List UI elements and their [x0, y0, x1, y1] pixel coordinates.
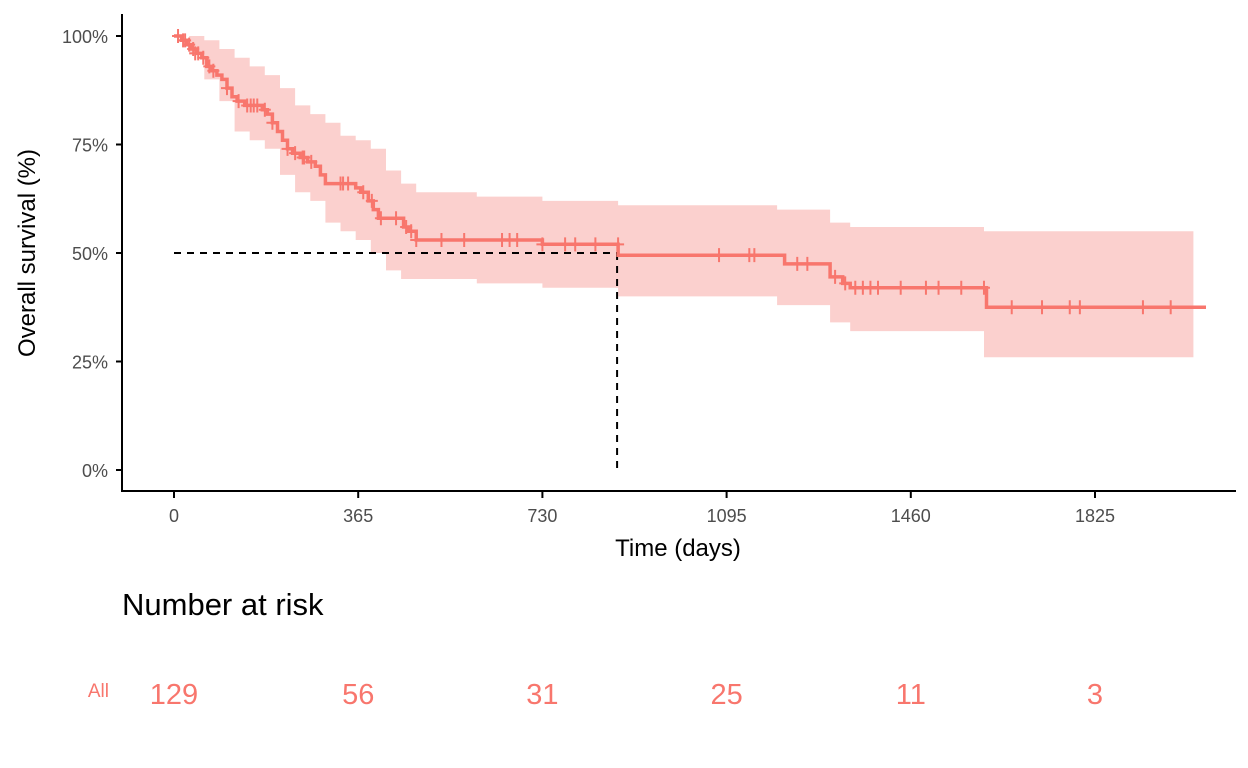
censor-mark — [298, 150, 311, 165]
confidence-band — [174, 36, 1194, 358]
y-tick-label: 75% — [72, 136, 108, 156]
censor-mark — [801, 256, 814, 271]
y-tick-label: 25% — [72, 353, 108, 373]
censor-mark — [612, 237, 625, 252]
censor-mark — [1063, 300, 1076, 315]
censor-mark — [955, 280, 968, 295]
censor-mark — [536, 237, 549, 252]
censor-mark — [791, 256, 804, 271]
censor-mark — [871, 280, 884, 295]
censor-mark — [977, 280, 990, 295]
censor-mark — [232, 94, 245, 109]
censor-mark — [305, 154, 318, 169]
median-survival-lines — [174, 252, 619, 470]
risk-table-title: Number at risk — [122, 587, 324, 622]
censor-mark — [932, 280, 945, 295]
censor-mark — [281, 141, 294, 156]
x-tick-label: 1825 — [1075, 506, 1115, 526]
censor-mark — [1005, 300, 1018, 315]
censor-mark — [220, 81, 233, 96]
censor-mark — [258, 102, 271, 117]
x-tick-label: 1460 — [891, 506, 931, 526]
censor-mark — [1036, 300, 1049, 315]
censor-mark — [405, 224, 418, 239]
censor-mark — [1164, 300, 1177, 315]
x-tick-label: 730 — [527, 506, 557, 526]
censor-mark — [839, 276, 852, 291]
censor-mark — [251, 98, 264, 113]
risk-count: 56 — [342, 679, 374, 711]
censor-mark — [569, 237, 582, 252]
censor-mark — [289, 146, 302, 161]
y-tick-label: 50% — [72, 244, 108, 264]
x-axis-title: Time (days) — [615, 535, 741, 562]
censor-mark — [458, 232, 471, 247]
censor-mark — [207, 63, 220, 78]
censor-mark — [410, 232, 423, 247]
risk-count: 11 — [896, 679, 926, 711]
censor-mark — [748, 248, 761, 263]
censor-mark — [342, 176, 355, 191]
censor-mark — [357, 185, 370, 200]
censor-mark — [894, 280, 907, 295]
x-tick-label: 1095 — [707, 506, 747, 526]
risk-table-counts: 129 56 31 25 11 3 — [150, 679, 1103, 711]
censor-mark — [374, 211, 387, 226]
y-axis-title: Overall survival (%) — [14, 149, 41, 357]
censor-mark — [197, 50, 210, 65]
x-tick-label: 0 — [169, 506, 179, 526]
censor-mark — [1073, 300, 1086, 315]
censor-mark — [390, 211, 403, 226]
risk-count: 129 — [150, 679, 198, 711]
x-ticks: 0 365 730 1095 1460 1825 — [169, 492, 1115, 526]
censor-mark — [919, 280, 932, 295]
y-tick-label: 100% — [62, 27, 108, 47]
censor-mark — [713, 248, 726, 263]
risk-count: 31 — [526, 679, 558, 711]
censor-mark — [1136, 300, 1149, 315]
risk-count: 3 — [1087, 679, 1103, 711]
censor-mark — [829, 269, 842, 284]
censor-mark — [365, 193, 378, 208]
risk-count: 25 — [710, 679, 742, 711]
risk-table-strata-label: All — [88, 681, 109, 702]
censor-mark — [266, 115, 279, 130]
y-tick-label: 0% — [82, 461, 108, 481]
confidence-band-area — [174, 36, 1194, 358]
x-tick-label: 365 — [343, 506, 373, 526]
censor-mark — [589, 237, 602, 252]
censor-marks — [172, 29, 1177, 315]
censor-mark — [511, 232, 524, 247]
y-ticks: 0% 25% 50% 75% 100% — [62, 27, 122, 481]
censor-mark — [559, 237, 572, 252]
censor-mark — [435, 232, 448, 247]
